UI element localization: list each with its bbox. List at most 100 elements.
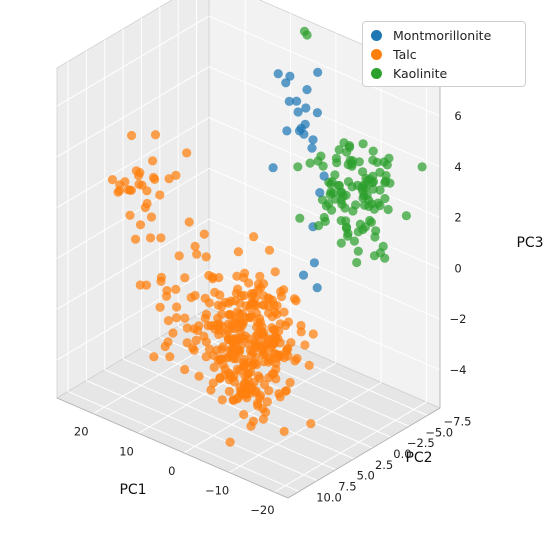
point-talc: [279, 307, 289, 317]
point-talc: [239, 409, 249, 420]
point-talc: [156, 276, 166, 286]
point-talc: [281, 386, 291, 396]
y-grid-line: [177, 325, 410, 427]
point-talc: [258, 349, 268, 359]
point-talc: [204, 298, 214, 308]
x-grid-line: [228, 382, 382, 473]
point-talc: [174, 251, 184, 261]
point-talc: [227, 320, 237, 330]
legend-label: Montmorillonite: [393, 28, 492, 43]
legend-marker: [371, 68, 382, 79]
z-grid-line: [56, 269, 210, 361]
point-talc: [114, 186, 125, 196]
point-montmorillonite: [308, 135, 318, 145]
point-kaolinite: [326, 187, 336, 197]
point-montmorillonite: [293, 107, 303, 117]
point-kaolinite: [348, 206, 358, 216]
point-talc: [250, 358, 260, 368]
point-talc: [290, 356, 300, 366]
point-talc: [126, 185, 136, 195]
point-talc: [171, 284, 181, 294]
point-talc: [213, 313, 223, 323]
point-talc: [264, 301, 274, 311]
point-talc: [249, 377, 259, 387]
point-kaolinite: [336, 195, 346, 205]
point-talc: [231, 288, 241, 298]
tick-labels: 20100−10−20−7.5−5.0−2.50.02.55.07.510.0−…: [74, 109, 472, 517]
point-talc: [190, 290, 200, 301]
point-talc: [275, 319, 285, 329]
point-talc: [165, 352, 175, 362]
point-talc: [131, 166, 141, 176]
point-talc: [238, 358, 249, 368]
legend-marker: [371, 30, 382, 41]
point-kaolinite: [358, 139, 368, 149]
z-grid-line: [208, 15, 441, 117]
point-talc: [232, 307, 242, 317]
point-talc: [201, 352, 211, 362]
point-talc: [225, 349, 236, 360]
x-tick-label: 20: [74, 425, 89, 439]
point-talc: [134, 179, 144, 189]
y-tick-label: 0.0: [393, 447, 411, 461]
point-talc: [270, 307, 280, 317]
point-kaolinite: [375, 185, 385, 195]
point-talc: [171, 313, 182, 323]
point-talc: [189, 345, 199, 355]
point-talc: [255, 271, 265, 281]
point-talc: [258, 404, 268, 414]
y-tick-label: 7.5: [338, 480, 356, 494]
point-montmorillonite: [307, 143, 317, 153]
point-talc: [283, 343, 293, 354]
legend-item-talc: Talc: [371, 45, 517, 64]
y-grid-line: [104, 369, 336, 471]
point-kaolinite: [380, 253, 390, 263]
x-tick-label: 0: [168, 464, 175, 478]
point-talc: [246, 421, 256, 431]
z-grid-line: [208, 66, 441, 168]
point-talc: [180, 364, 190, 375]
point-kaolinite: [342, 147, 352, 157]
point-talc: [259, 279, 269, 289]
point-kaolinite: [358, 167, 368, 177]
y-grid-line: [122, 358, 355, 460]
point-kaolinite: [369, 251, 380, 261]
point-talc: [208, 272, 218, 282]
point-talc: [163, 337, 173, 347]
point-talc: [258, 414, 268, 424]
point-montmorillonite: [268, 163, 278, 173]
point-talc: [146, 212, 157, 222]
x-grid-line: [274, 401, 427, 493]
legend-item-kaolinite: Kaolinite: [371, 64, 517, 83]
y-tick-label: 5.0: [357, 469, 375, 483]
y-axis-line: [287, 407, 441, 499]
legend-marker: [371, 49, 382, 60]
point-talc: [164, 174, 174, 184]
point-talc: [193, 325, 203, 336]
point-montmorillonite: [319, 171, 329, 181]
point-talc: [135, 220, 146, 230]
point-montmorillonite: [302, 85, 312, 95]
point-talc: [274, 389, 284, 399]
point-talc: [225, 310, 235, 320]
z-grid-line: [56, 15, 210, 107]
point-montmorillonite: [298, 270, 309, 280]
point-talc: [230, 334, 240, 344]
point-kaolinite: [334, 145, 344, 155]
x-tick-label: −10: [205, 484, 229, 498]
point-kaolinite: [343, 231, 353, 241]
y-tick-label: 10.0: [316, 490, 342, 504]
point-kaolinite: [371, 226, 381, 236]
y-tick-label: −5.0: [425, 425, 453, 439]
z-tick-label: 6: [454, 109, 461, 123]
point-kaolinite: [368, 184, 378, 194]
point-kaolinite: [295, 213, 305, 223]
point-talc: [194, 371, 204, 381]
z-axis-label: PC3: [516, 235, 543, 251]
point-talc: [142, 198, 152, 209]
point-talc: [220, 364, 230, 374]
point-talc: [244, 278, 254, 288]
point-kaolinite: [352, 257, 362, 268]
point-talc: [308, 329, 318, 339]
point-talc: [201, 252, 211, 262]
